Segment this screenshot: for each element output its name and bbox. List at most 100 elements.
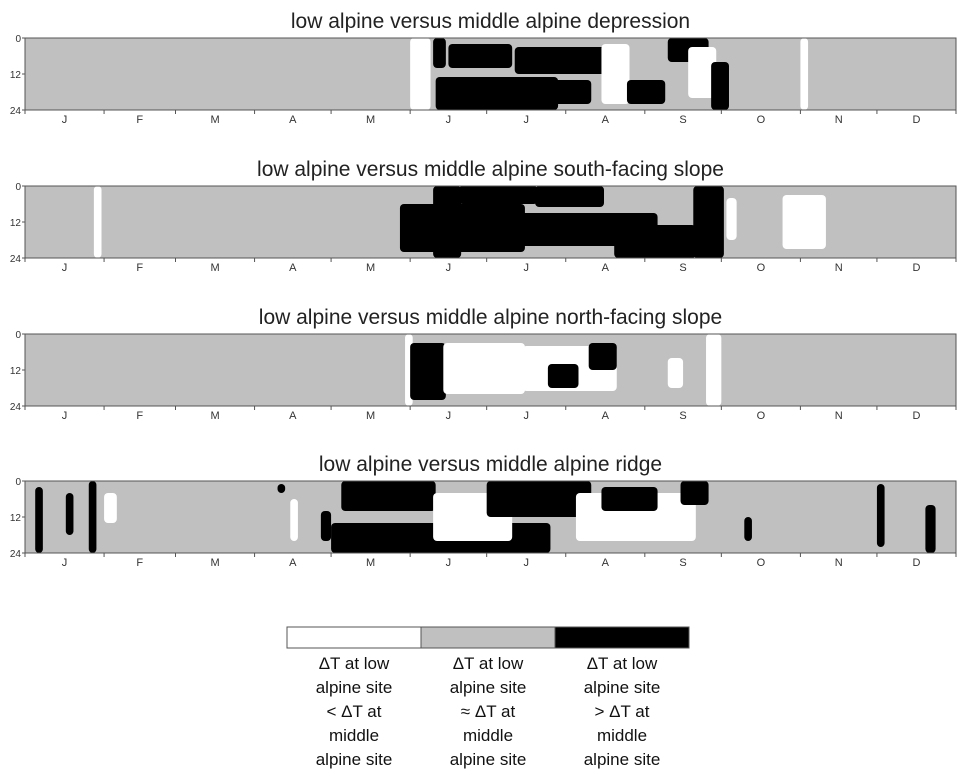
month-label: A [289, 557, 297, 569]
heatmap-patch-black [410, 343, 446, 400]
y-tick-label: 12 [10, 366, 22, 377]
y-tick-label: 0 [15, 330, 21, 341]
heatmap-patch-black [547, 364, 579, 388]
month-label: N [835, 557, 843, 569]
month-label: F [136, 557, 143, 569]
heatmap-patch-black [448, 44, 513, 68]
month-label: J [62, 557, 68, 569]
heatmap-patch-black [614, 225, 696, 258]
month-label: D [912, 557, 920, 569]
panel-title: low alpine versus middle alpine ridge [319, 453, 662, 476]
y-tick-label: 0 [15, 182, 21, 193]
month-label: N [835, 262, 843, 274]
month-label: J [62, 114, 68, 126]
heatmap-patch-white [667, 358, 684, 388]
legend-label-gray: ΔT at low alpine site ≈ ΔT at middle alp… [449, 654, 527, 769]
month-label: M [210, 114, 219, 126]
month-label: O [757, 557, 766, 569]
y-tick-label: 12 [10, 513, 22, 524]
heatmap-patch-black [277, 484, 286, 493]
month-label: J [523, 262, 529, 274]
y-tick-label: 12 [10, 218, 22, 229]
month-label: M [210, 262, 219, 274]
month-label: J [523, 410, 529, 422]
heatmap-patch-white [443, 343, 525, 394]
month-label: J [523, 114, 529, 126]
month-label: F [136, 410, 143, 422]
heatmap-patch-black [626, 80, 666, 104]
heatmap-panel: low alpine versus middle alpine south-fa… [10, 158, 957, 274]
heatmap-patch-white [601, 44, 630, 104]
y-tick-label: 24 [10, 402, 22, 413]
month-label: F [136, 114, 143, 126]
heatmap-patch-white [290, 499, 298, 541]
month-label: S [679, 557, 686, 569]
month-label: O [757, 114, 766, 126]
month-label: M [210, 410, 219, 422]
month-label: J [446, 262, 452, 274]
month-label: A [289, 114, 297, 126]
month-label: J [62, 410, 68, 422]
heatmap-patch-white [104, 493, 117, 523]
month-label: A [602, 114, 610, 126]
heatmap-patch-black [486, 481, 592, 517]
month-label: S [679, 410, 686, 422]
heatmap-patch-black [458, 186, 538, 204]
month-label: F [136, 262, 143, 274]
legend-swatch-white [286, 626, 422, 649]
heatmap-panel: low alpine versus middle alpine north-fa… [10, 306, 957, 422]
heatmap-patch-black [65, 493, 74, 535]
heatmap-patch-white [782, 195, 826, 249]
month-label: M [210, 557, 219, 569]
y-tick-label: 24 [10, 106, 22, 117]
month-label: M [366, 557, 375, 569]
month-label: D [912, 262, 920, 274]
y-tick-label: 24 [10, 254, 22, 265]
heatmap-patch-black [514, 47, 617, 74]
month-label: S [679, 262, 686, 274]
month-label: A [289, 262, 297, 274]
heatmap-patch-black [433, 186, 462, 258]
heatmap-patch-white [706, 334, 722, 406]
heatmap-patch-black [744, 517, 752, 541]
heatmap-patch-black [535, 186, 605, 207]
legend [286, 626, 690, 649]
heatmap-patch-black [711, 62, 729, 110]
legend-label-black: ΔT at low alpine site > ΔT at middle alp… [583, 654, 661, 769]
month-label: J [446, 557, 452, 569]
heatmap-patch-black [680, 481, 709, 505]
month-label: A [602, 410, 610, 422]
month-label: A [602, 262, 610, 274]
heatmap-patch-white [410, 38, 431, 110]
panel-title: low alpine versus middle alpine south-fa… [257, 158, 724, 181]
panel-title: low alpine versus middle alpine depressi… [291, 10, 690, 33]
legend-label-white: ΔT at low alpine site < ΔT at middle alp… [315, 654, 393, 769]
heatmap-patch-black [320, 511, 332, 541]
heatmap-patch-black [341, 481, 436, 511]
heatmap-patch-black [35, 487, 43, 553]
month-label: J [523, 557, 529, 569]
heatmap-patch-black [693, 186, 724, 258]
heatmap-patch-white [726, 198, 737, 240]
month-label: O [757, 262, 766, 274]
legend-swatch-gray [420, 626, 556, 649]
month-label: O [757, 410, 766, 422]
heatmap-patch-black [88, 481, 97, 553]
heatmap-panel: low alpine versus middle alpine depressi… [10, 10, 957, 126]
month-label: D [912, 410, 920, 422]
heatmap-patch-white [800, 38, 809, 110]
heatmap-patch-black [588, 343, 617, 370]
heatmap-panel: low alpine versus middle alpine ridge 0 12… [10, 453, 957, 569]
y-tick-label: 0 [15, 34, 21, 45]
month-label: M [366, 410, 375, 422]
month-label: D [912, 114, 920, 126]
y-tick-label: 0 [15, 477, 21, 488]
heatmap-patch-black [433, 38, 446, 68]
legend-swatch-black [554, 626, 690, 649]
month-label: J [446, 114, 452, 126]
month-label: N [835, 114, 843, 126]
panel-title: low alpine versus middle alpine north-fa… [259, 306, 722, 329]
heatmap-patch-white [688, 47, 717, 98]
month-label: J [446, 410, 452, 422]
